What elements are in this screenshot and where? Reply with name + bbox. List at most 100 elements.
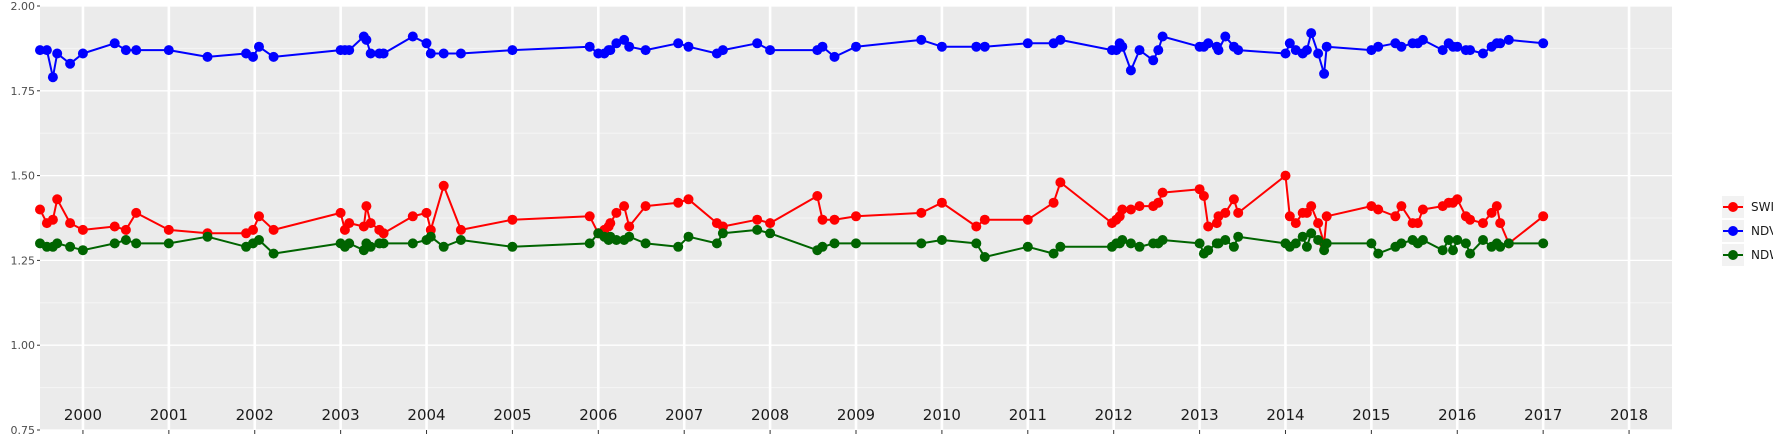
point-ndwi (1538, 238, 1549, 249)
point-swir (1284, 211, 1295, 222)
point-swir (1538, 211, 1549, 222)
point-ndwi (438, 241, 449, 252)
legend-label: NDVI (1751, 224, 1773, 238)
point-ndvi (421, 38, 432, 49)
point-swir (624, 221, 635, 232)
legend-label: SWIR (1751, 200, 1773, 214)
point-swir (752, 214, 763, 225)
point-ndvi (584, 41, 595, 52)
point-ndvi (378, 48, 389, 59)
point-swir (1157, 187, 1168, 198)
point-ndvi (916, 34, 927, 45)
point-ndwi (1396, 238, 1407, 249)
point-swir (109, 221, 120, 232)
point-ndwi (971, 238, 982, 249)
point-ndwi (425, 231, 436, 242)
year-label: 2011 (1009, 406, 1047, 424)
point-swir (1048, 197, 1059, 208)
legend-item-swir: SWIR (1722, 196, 1773, 218)
point-ndvi (1306, 28, 1317, 39)
point-ndwi (717, 228, 728, 239)
point-swir (254, 211, 264, 222)
point-ndvi (683, 41, 694, 52)
point-ndwi (1117, 235, 1128, 245)
point-ndwi (1022, 241, 1033, 252)
point-ndwi (752, 224, 763, 235)
point-swir (605, 218, 616, 229)
point-ndwi (1290, 238, 1301, 249)
point-ndvi (1313, 48, 1324, 59)
point-swir (1478, 218, 1488, 229)
y-tick-label: 1.50 (11, 170, 36, 183)
point-swir (1417, 204, 1428, 215)
year-label: 2006 (579, 406, 617, 424)
point-ndvi (765, 45, 776, 56)
year-label: 2009 (837, 406, 875, 424)
point-ndvi (268, 51, 279, 62)
point-swir (421, 207, 432, 218)
point-swir (765, 218, 776, 229)
legend-key-point (1728, 202, 1738, 212)
point-ndwi (683, 231, 694, 242)
point-ndvi (717, 45, 728, 56)
point-ndwi (1301, 241, 1312, 252)
point-swir (817, 214, 828, 225)
point-swir (1321, 211, 1332, 222)
legend-key-point (1728, 226, 1738, 236)
point-swir (1125, 204, 1136, 215)
point-ndvi (47, 72, 58, 83)
year-label: 2012 (1095, 406, 1133, 424)
point-swir (971, 221, 982, 232)
point-swir (683, 194, 694, 205)
point-swir (365, 218, 376, 229)
point-swir (1495, 218, 1506, 229)
point-ndwi (1443, 235, 1454, 245)
point-ndwi (109, 238, 120, 249)
point-ndwi (1478, 235, 1488, 245)
year-label: 2014 (1266, 406, 1304, 424)
point-ndvi (936, 41, 947, 52)
point-swir (47, 214, 58, 225)
legend-key-point (1728, 250, 1738, 260)
point-swir (455, 224, 466, 235)
series-ndwi (35, 224, 1549, 262)
point-ndwi (1373, 248, 1384, 259)
point-ndvi (109, 38, 120, 49)
legend-item-ndwi: NDWI (1722, 244, 1773, 266)
point-swir (584, 211, 595, 222)
point-ndvi (52, 48, 63, 59)
point-ndvi (817, 41, 828, 52)
point-ndwi (624, 231, 635, 242)
point-swir (1233, 207, 1244, 218)
point-ndvi (1233, 45, 1244, 56)
point-ndwi (407, 238, 418, 249)
point-swir (65, 218, 76, 229)
year-label: 2005 (493, 406, 531, 424)
point-ndvi (1148, 55, 1159, 66)
point-swir (1198, 191, 1209, 201)
point-ndvi (752, 38, 763, 49)
year-label: 2001 (150, 406, 188, 424)
point-ndwi (344, 238, 355, 249)
axis-layer: 0.75 1.00 1.25 1.50 1.75 2.00 2000 2001 2002 2003… (11, 0, 1649, 437)
point-ndvi (1134, 45, 1145, 56)
point-swir (1290, 218, 1301, 229)
point-ndvi (1478, 48, 1488, 59)
point-swir (611, 207, 622, 218)
point-swir (1228, 194, 1239, 205)
point-swir (335, 207, 346, 218)
y-tick-label: 0.75 (11, 424, 36, 437)
point-ndwi (77, 245, 88, 256)
point-ndwi (507, 241, 518, 252)
point-ndwi (1306, 228, 1317, 239)
point-ndvi (624, 41, 635, 52)
point-ndvi (344, 45, 355, 56)
year-label: 2004 (407, 406, 445, 424)
point-swir (1134, 201, 1145, 212)
point-ndvi (1437, 45, 1448, 56)
point-ndwi (611, 235, 622, 245)
point-ndvi (619, 34, 630, 45)
point-ndvi (829, 51, 840, 62)
point-ndwi (1203, 245, 1214, 256)
